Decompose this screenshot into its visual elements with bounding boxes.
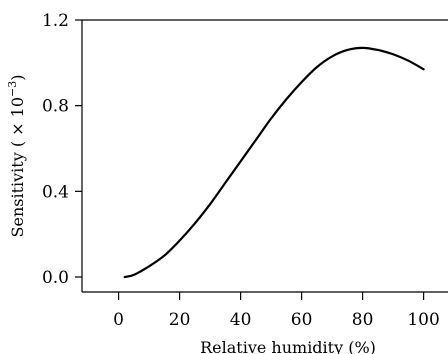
series-line: [123, 46, 425, 279]
y-tick-label: 1.2: [42, 11, 69, 31]
x-tick-label: 0: [113, 310, 124, 330]
x-tick-label: 20: [169, 310, 191, 330]
y-tick-label: 0.8: [42, 97, 69, 117]
y-axis-label-main: Sensitivity: [8, 152, 27, 237]
y-tick-label: 0.4: [42, 182, 69, 202]
ticks: [75, 19, 425, 300]
y-axis-label: Sensitivity ( × 10−3): [6, 75, 27, 238]
axes: [81, 19, 448, 293]
x-axis-label: Relative humidity (%): [200, 338, 376, 354]
x-tick-label: 80: [352, 310, 374, 330]
y-axis-label-unit-close: ): [8, 75, 27, 81]
x-tick-label: 60: [291, 310, 313, 330]
y-axis-label-unit-open: ( × 10: [8, 97, 27, 152]
x-tick-label: 100: [407, 310, 439, 330]
tick-labels: 0 20 40 60 80 100 0.0 0.4 0.8 1.2: [42, 11, 440, 330]
y-tick-label: 0.0: [42, 268, 69, 288]
y-axis-label-unit-exp: −3: [6, 81, 19, 97]
series-layer: [123, 46, 425, 279]
x-tick-label: 40: [230, 310, 252, 330]
